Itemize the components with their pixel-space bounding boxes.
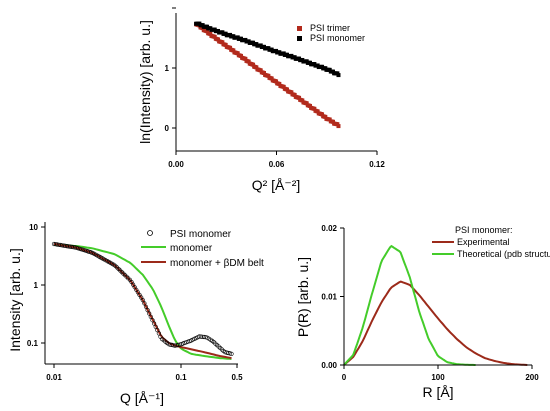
- data-point-psi-monomer: [140, 298, 145, 303]
- panel-bottom-left-y-axis-label: Intensity [arb. u.]: [7, 248, 23, 352]
- legend-marker-psi-trimer: [297, 26, 302, 31]
- data-point-psi-monomer: [53, 242, 58, 247]
- panel-bottom-right-y-axis-label: P(R) [arb. u.]: [295, 257, 311, 337]
- data-point-psi-monomer: [155, 328, 160, 333]
- data-point-psi-monomer: [61, 243, 66, 248]
- panel-bottom-left-marks: [51, 241, 234, 360]
- panel-bottom-left-y-ticks: 10 1 0.1: [27, 223, 45, 348]
- panel-top-y-axis-label: ln(Intensity) [arb. u.]: [137, 20, 153, 144]
- data-point-psi-monomer: [229, 351, 234, 357]
- series-line-monomer-belt: [53, 243, 232, 360]
- panel-bottom-left-y-tick-label: 1: [34, 281, 39, 290]
- data-point-psi-monomer: [152, 321, 157, 326]
- panel-bottom-right-y-tick-label: 0.02: [321, 224, 337, 233]
- panel-bottom-right-x-tick-label: 0: [342, 373, 347, 382]
- panel-bottom-right-legend: PSI monomer: Experimental Theoretical (p…: [432, 225, 550, 259]
- data-point-psi-trimer: [336, 124, 341, 129]
- panel-top-x-ticks: 0.00 0.06 0.12: [168, 151, 385, 169]
- panel-top-guinier: 0.00 0.06 0.12 0 1 Q² [Å⁻²] ln(Intensity…: [137, 7, 385, 193]
- panel-top-marks: [194, 21, 341, 129]
- panel-bottom-right-x-tick-label: 100: [431, 373, 445, 382]
- legend-label-theoretical: Theoretical (pdb structure): [457, 249, 550, 259]
- legend-label-psi-trimer: PSI trimer: [310, 23, 350, 33]
- panel-bottom-left-x-tick-label: 0.5: [231, 373, 243, 382]
- data-point-psi-monomer: [69, 244, 74, 249]
- panel-bottom-left-x-ticks: 0.01 0.1 0.5: [46, 364, 243, 382]
- data-point-psi-monomer: [145, 308, 150, 313]
- data-point-psi-monomer: [156, 331, 161, 336]
- panel-bottom-left-x-axis-label: Q [Å⁻¹]: [120, 390, 164, 406]
- data-point-psi-monomer: [198, 334, 203, 339]
- series-line-monomer: [53, 243, 232, 360]
- panel-top-x-axis-label: Q² [Å⁻²]: [252, 177, 301, 193]
- data-point-psi-monomer: [71, 245, 76, 250]
- legend-marker-psi-monomer-circle: [147, 230, 153, 236]
- data-point-psi-monomer: [143, 304, 149, 309]
- panel-bottom-left-x-tick-label: 0.01: [46, 373, 62, 382]
- panel-top-y-tick-label: 0: [165, 124, 170, 133]
- legend-title-psi-monomer: PSI monomer:: [455, 225, 513, 235]
- data-point-psi-trimer: [246, 59, 251, 64]
- data-point-psi-monomer: [64, 244, 69, 249]
- data-point-psi-trimer: [254, 65, 259, 70]
- panel-bottom-left-y-tick-label: 0.1: [27, 339, 39, 348]
- legend-label-psi-monomer: PSI monomer: [310, 33, 365, 43]
- series-line-theoretical: [343, 244, 476, 366]
- legend-label-monomer: monomer: [170, 243, 213, 254]
- legend-label-psi-monomer-data: PSI monomer: [170, 229, 232, 240]
- panel-bottom-left-legend: PSI monomer monomer monomer + βDM belt: [141, 229, 264, 269]
- data-point-psi-monomer: [336, 73, 341, 78]
- panel-top-x-tick-label: 0.12: [369, 160, 385, 169]
- panel-top-y-tick-label: 1: [165, 64, 170, 73]
- legend-marker-psi-monomer: [297, 36, 302, 41]
- panel-bottom-right-distance-distribution: 0 100 200 0.00 0.01 0.02 R [Å] P(R) [arb…: [295, 224, 550, 400]
- data-point-psi-monomer: [59, 243, 65, 248]
- legend-label-monomer-belt: monomer + βDM belt: [170, 258, 264, 269]
- panel-top-x-tick-label: 0.00: [168, 160, 184, 169]
- panel-bottom-right-y-tick-label: 0.01: [321, 293, 337, 302]
- data-point-psi-monomer: [63, 243, 68, 248]
- data-point-psi-monomer: [142, 301, 147, 306]
- panel-bottom-right-marks: [343, 244, 528, 366]
- series-line-experimental: [343, 280, 528, 366]
- data-point-psi-trimer: [251, 62, 256, 67]
- data-point-psi-monomer: [200, 334, 205, 339]
- data-point-psi-monomer: [197, 334, 202, 339]
- data-point-psi-monomer: [148, 314, 153, 319]
- panel-bottom-right-x-axis-label: R [Å]: [422, 384, 453, 400]
- panel-top-legend: PSI trimer PSI monomer: [297, 23, 365, 43]
- panel-bottom-right-y-tick-label: 0.00: [321, 361, 337, 370]
- data-point-psi-monomer: [147, 311, 152, 316]
- data-point-psi-trimer: [205, 29, 210, 34]
- legend-label-experimental: Experimental: [457, 237, 510, 247]
- panel-bottom-right-x-tick-label: 200: [525, 373, 539, 382]
- data-point-psi-monomer: [58, 242, 63, 248]
- data-point-psi-monomer: [150, 318, 155, 323]
- data-point-psi-trimer: [243, 56, 248, 61]
- panel-bottom-right-y-ticks: 0.00 0.01 0.02: [321, 224, 344, 370]
- panel-bottom-left-y-tick-label: 10: [29, 223, 38, 232]
- panel-top-x-tick-label: 0.06: [269, 160, 285, 169]
- panel-bottom-right-x-ticks: 0 100 200: [342, 365, 539, 382]
- data-point-psi-monomer: [51, 241, 57, 247]
- panel-bottom-left-x-tick-label: 0.1: [175, 373, 187, 382]
- panel-bottom-left-scattering: 0.01 0.1 0.5 10 1 0.1 Q [Å⁻¹] Intensity …: [7, 222, 264, 406]
- panel-top-y-ticks: 0 1: [165, 7, 176, 133]
- data-point-psi-monomer: [153, 324, 158, 329]
